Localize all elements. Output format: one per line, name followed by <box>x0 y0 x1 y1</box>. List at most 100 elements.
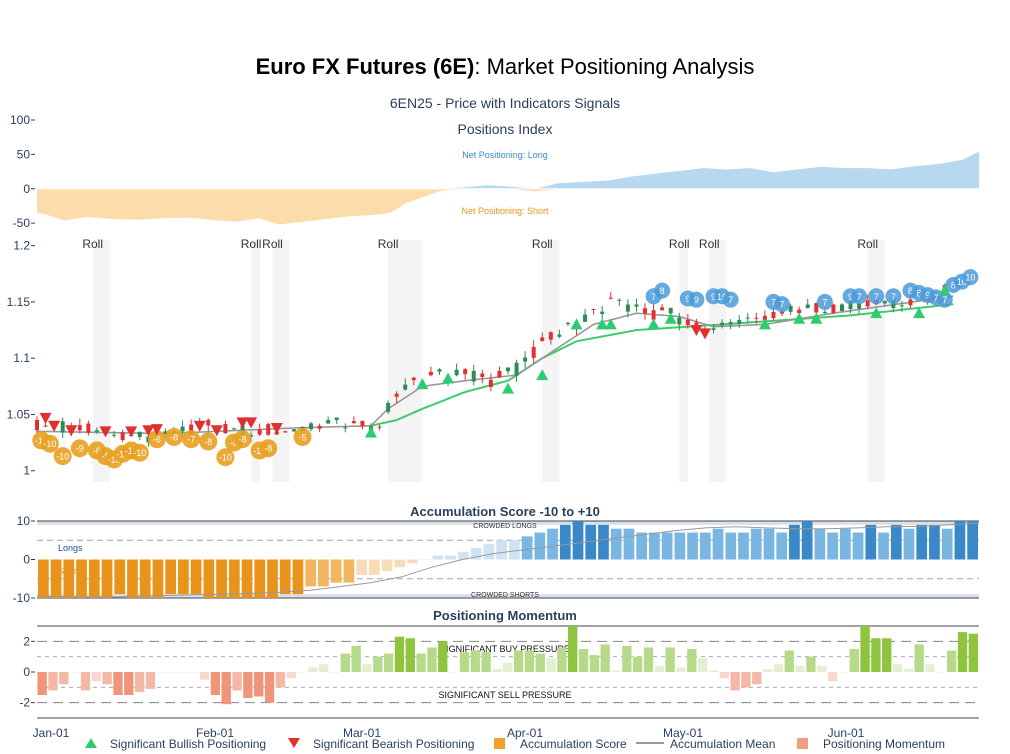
momentum-bar <box>687 649 697 672</box>
accumulation-bar <box>483 544 495 560</box>
accumulation-bar <box>190 559 202 595</box>
x-axis-tick-label: Apr-01 <box>507 726 543 740</box>
long-positioning-label: 10 <box>957 277 967 287</box>
accumulation-bar <box>50 559 62 598</box>
accumulation-bar <box>738 532 749 560</box>
price-candle <box>488 379 493 388</box>
momentum-bar <box>124 672 134 695</box>
momentum-bar <box>633 656 643 672</box>
momentum-bar <box>784 650 794 672</box>
accumulation-bar <box>929 524 940 560</box>
momentum-bar <box>286 672 296 679</box>
momentum-bar <box>535 653 545 672</box>
short-positioning-label: -9 <box>76 444 84 454</box>
legend-label: Significant Bullish Positioning <box>110 737 266 751</box>
short-positioning-marker <box>293 427 312 446</box>
momentum-bar <box>849 649 859 672</box>
net-short-annotation: Net Positioning: Short <box>461 206 549 216</box>
momentum-bar <box>405 638 415 672</box>
legend-label: Significant Bearish Positioning <box>313 737 474 751</box>
price-candle <box>437 369 442 372</box>
momentum-bar <box>102 672 112 685</box>
short-positioning-label: -8 <box>204 437 212 447</box>
crowded-longs-band <box>37 521 979 525</box>
accumulation-bar <box>610 528 622 560</box>
momentum-bar <box>708 670 719 672</box>
momentum-ytick: 0 <box>23 665 30 679</box>
short-positioning-marker <box>233 430 252 449</box>
accumulation-bar <box>852 532 864 560</box>
price-candle <box>497 370 502 378</box>
momentum-bar <box>773 664 784 672</box>
accumulation-bar <box>241 559 253 598</box>
price-candle <box>728 322 733 325</box>
long-positioning-marker <box>722 291 739 308</box>
legend-bearish-icon <box>288 738 300 748</box>
short-positioning-label: -8 <box>264 444 272 454</box>
accumulation-bar <box>279 559 291 595</box>
price-candle <box>120 432 125 440</box>
crowded-shorts-band <box>37 594 979 598</box>
long-positioning-label: 9 <box>711 292 716 302</box>
momentum-bar <box>69 672 80 673</box>
price-candle <box>643 308 648 314</box>
momentum-bar <box>189 672 199 673</box>
positions-index-ytick: 100 <box>10 113 30 127</box>
short-positioning-label: -8 <box>239 435 247 445</box>
long-positioning-label: 7 <box>934 293 939 303</box>
momentum-bar <box>513 650 524 672</box>
momentum-bar <box>925 664 935 672</box>
momentum-bar <box>730 672 740 691</box>
bullish-signal-marker <box>442 372 455 384</box>
positions-index-ytick: 50 <box>17 147 31 161</box>
price-candle <box>711 328 716 330</box>
short-positioning-marker <box>147 430 166 449</box>
momentum-bar <box>329 672 340 673</box>
long-positioning-label: 7 <box>651 292 656 302</box>
roll-window <box>92 240 110 482</box>
price-candle <box>608 297 613 299</box>
long-positioning-marker <box>962 269 979 286</box>
accumulation-bar <box>368 559 380 575</box>
bearish-signal-marker <box>236 417 249 429</box>
momentum-bar <box>589 655 600 672</box>
momentum-bar <box>254 672 264 697</box>
price-candle <box>283 431 288 433</box>
short-positioning-label: -10 <box>133 448 146 458</box>
roll-window <box>251 240 260 482</box>
long-positioning-label: 9 <box>694 295 699 305</box>
long-positioning-label: 7 <box>874 292 879 302</box>
accumulation-bar <box>725 532 737 560</box>
momentum-bar <box>546 658 556 672</box>
roll-label: Roll <box>532 237 553 251</box>
price-candle <box>694 322 699 327</box>
short-positioning-label: -10 <box>56 452 69 462</box>
short-positioning-label: -6 <box>153 435 161 445</box>
momentum-bar <box>827 672 838 682</box>
roll-window <box>542 240 560 482</box>
long-positioning-label: 9 <box>685 294 690 304</box>
momentum-bar <box>806 656 816 672</box>
accumulation-ytick: 10 <box>17 514 31 528</box>
crowded-longs-label: CROWDED LONGS <box>473 523 537 530</box>
price-candle <box>386 403 391 412</box>
accumulation-bar <box>101 559 113 598</box>
momentum-bar <box>882 638 892 672</box>
accumulation-bar <box>534 532 546 560</box>
longs-label: Longs <box>58 543 83 553</box>
price-candle <box>720 322 725 326</box>
price-candle <box>617 299 622 301</box>
accumulation-bar <box>878 532 889 560</box>
legend-label: Accumulation Score <box>520 737 627 751</box>
legend-label: Accumulation Mean <box>670 737 775 751</box>
accumulation-bar <box>216 559 227 598</box>
positions-index-ytick: -50 <box>13 216 31 230</box>
momentum-bar <box>80 672 91 691</box>
accumulation-bar <box>827 532 838 560</box>
bullish-signal-marker <box>664 312 677 324</box>
bearish-signal-marker <box>99 426 112 438</box>
accumulation-bar <box>114 559 126 595</box>
price-candle <box>317 425 322 429</box>
momentum-ytick: -2 <box>19 696 30 710</box>
price-candle <box>394 393 399 397</box>
